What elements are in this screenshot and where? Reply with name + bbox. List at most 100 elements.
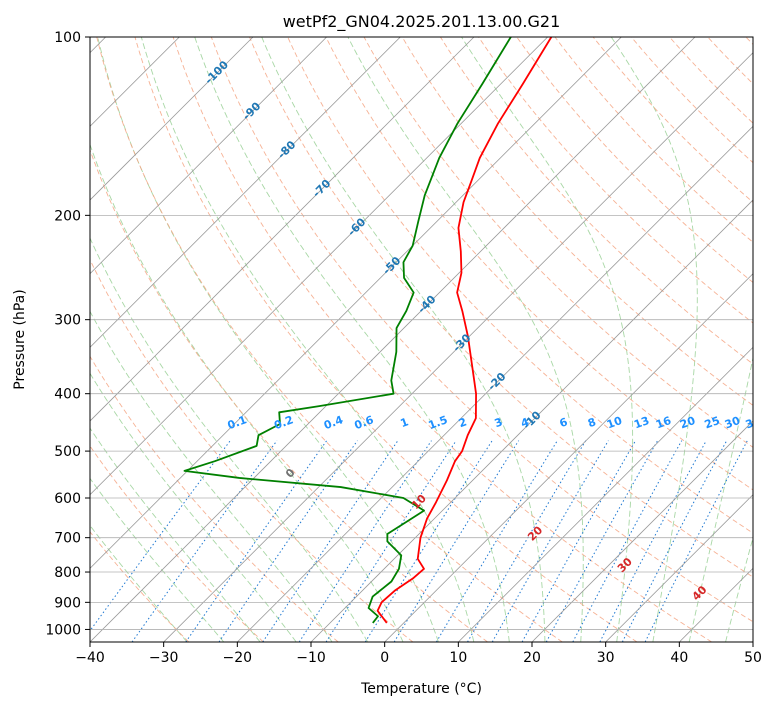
y-tick-label: 600 — [54, 491, 81, 507]
dry-adiabat-line — [516, 37, 753, 284]
x-tick-label: −10 — [296, 650, 326, 666]
dry-adiabat-line — [90, 148, 488, 642]
dry-adiabat-line — [90, 531, 190, 642]
moist-adiabat-line — [90, 427, 261, 642]
y-tick-label: 800 — [54, 565, 81, 581]
mixing-ratio-label: 20 — [678, 414, 697, 432]
y-tick-label: 900 — [54, 595, 81, 611]
y-tick-label: 200 — [54, 208, 81, 224]
mixing-ratio-label: 8 — [586, 415, 598, 430]
x-tick-label: −30 — [149, 650, 179, 666]
y-tick-label: 400 — [54, 387, 81, 403]
mixing-ratio-label: 2 — [457, 415, 469, 430]
mixing-ratio-label: 0.1 — [226, 413, 249, 432]
x-tick-label: −20 — [223, 650, 253, 666]
dry-adiabat-line — [172, 37, 712, 642]
mixing-ratio-label: 3 — [493, 415, 505, 430]
mixing-ratio-label: 0.6 — [353, 413, 376, 432]
y-tick-label: 700 — [54, 531, 81, 547]
mixing-ratio-line — [467, 440, 587, 642]
mixing-ratio-label: 36 — [744, 414, 763, 432]
isobars — [90, 37, 753, 630]
isotherm-line — [163, 52, 753, 642]
plot-frame — [89, 36, 754, 643]
mixing-ratio-line — [218, 440, 358, 642]
isotherm-line — [237, 125, 753, 642]
x-tick-label: 10 — [449, 650, 467, 666]
mixing-ratio-label: 4 — [519, 415, 531, 430]
mixing-ratio-line — [90, 440, 231, 632]
y-tick-label: 300 — [54, 313, 81, 329]
isotherm-line — [458, 346, 753, 642]
moist-adiabat-line — [90, 143, 404, 642]
mixing-ratio-label: 1.5 — [427, 413, 450, 432]
x-tick-label: 40 — [670, 650, 688, 666]
mixing-ratio-line — [298, 440, 432, 642]
x-tick-label: 30 — [597, 650, 615, 666]
mixing-ratio-line — [185, 440, 328, 642]
mixing-ratio-label: 6 — [558, 415, 570, 430]
mixing-ratio-line — [545, 440, 659, 642]
dry-adiabat-line — [134, 37, 638, 642]
mixing-ratio-label: 0.4 — [322, 413, 345, 432]
dry-adiabat-line — [440, 37, 753, 365]
mixing-ratio-line — [435, 440, 558, 642]
moist-adiabat-line — [688, 355, 753, 642]
x-tick-label: 50 — [744, 650, 762, 666]
x-tick-label: 20 — [523, 650, 541, 666]
mixing-ratio-label: 1 — [399, 415, 411, 430]
dry-adiabat-line — [210, 37, 753, 623]
moist-adiabat-line — [347, 37, 584, 642]
isotherm-line — [90, 37, 327, 275]
moist-adiabat-line — [90, 310, 333, 642]
x-tick-label: 0 — [380, 650, 389, 666]
isotherm-line — [90, 37, 401, 348]
moist-adiabat-line — [261, 37, 546, 642]
dry-adiabat-line — [90, 258, 414, 642]
mixing-ratio-label: 25 — [703, 414, 722, 431]
mixing-ratio-label: 0.2 — [272, 413, 295, 432]
chart-title: wetPf2_GN04.2025.201.13.00.G21 — [283, 12, 561, 32]
dry-adiabat-line — [325, 37, 753, 491]
moist-adiabat-line — [610, 37, 698, 642]
moist-adiabat-line — [90, 477, 225, 642]
temperature-profile-line — [376, 37, 553, 624]
y-tick-label: 1000 — [45, 622, 81, 638]
dry-adiabats — [90, 37, 753, 642]
x-axis: −40 −30 −20 −10 0 10 20 30 40 50 — [75, 642, 762, 666]
y-axis: 100 200 300 400 500 600 700 800 900 1000 — [45, 30, 90, 638]
isotherm-line — [310, 199, 753, 642]
mixing-ratio-line — [521, 440, 637, 642]
moist-adiabat-line — [90, 524, 188, 642]
mixing-ratio-line — [131, 440, 278, 642]
dewpoint-profile-line — [183, 37, 512, 624]
x-axis-label: Temperature (°C) — [360, 681, 482, 697]
isotherm-line — [90, 37, 696, 642]
profiles — [183, 37, 553, 624]
y-axis-label: Pressure (hPa) — [12, 289, 28, 389]
moist-adiabat-line — [97, 37, 439, 642]
mixing-ratio-label: 16 — [654, 414, 673, 432]
isotherm-line — [384, 273, 753, 642]
isotherm-line — [531, 420, 753, 642]
isotherm-line — [90, 37, 622, 569]
dry-adiabat-line — [249, 37, 753, 578]
y-tick-label: 100 — [54, 30, 81, 46]
isotherm-line — [90, 37, 475, 422]
mixing-ratio-label: 10 — [605, 414, 624, 432]
moist-adiabat-line — [140, 37, 475, 642]
isotherm-line — [605, 494, 753, 642]
mixing-ratio-line — [364, 440, 493, 642]
plot-area: -100-90-80-70-60-50-40-30-20-100.1 0.2 0.4… — [90, 37, 763, 642]
dry-adiabat-line — [401, 37, 753, 406]
mixing-ratio-label: 30 — [723, 414, 742, 432]
dry-adiabat-line — [90, 355, 339, 642]
mixing-ratio-line — [262, 440, 399, 642]
isotherm-line — [90, 37, 548, 496]
isotherms — [90, 37, 753, 642]
isotherm-line — [90, 37, 254, 201]
moist-adiabat-line — [90, 237, 369, 642]
dry-adiabat-line — [96, 37, 563, 642]
